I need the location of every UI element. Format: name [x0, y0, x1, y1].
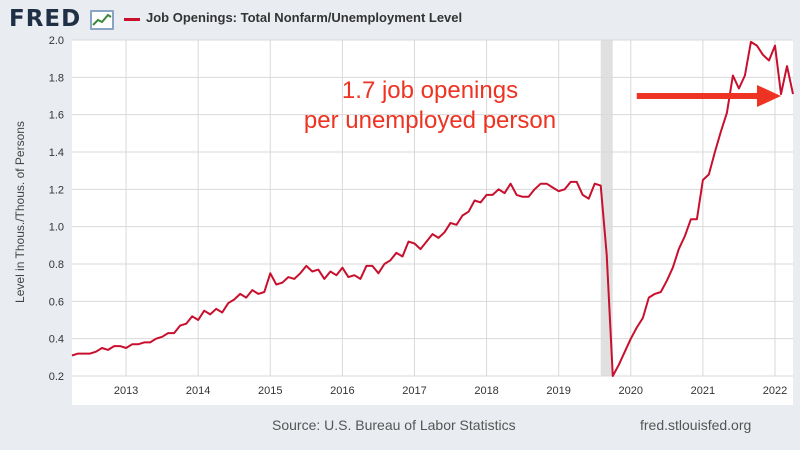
plot-background: [72, 40, 793, 405]
y-tick-label: 1.4: [49, 147, 64, 159]
annotation-arrow-head: [756, 85, 781, 107]
legend-series-title: Job Openings: Total Nonfarm/Unemployment…: [146, 10, 463, 25]
annotation-text: 1.7 job openings: [342, 77, 518, 104]
chart-header: FRED Job Openings: Total Nonfarm/Unemplo…: [0, 0, 800, 40]
y-tick-label: 1.0: [49, 222, 64, 234]
line-graph-icon: [90, 10, 114, 30]
x-tick-label: 2015: [258, 385, 282, 397]
fred-logo[interactable]: FRED: [9, 6, 82, 32]
x-tick-label: 2017: [402, 385, 426, 397]
y-tick-label: 1.2: [49, 184, 64, 196]
footer-url[interactable]: fred.stlouisfed.org: [640, 417, 752, 433]
legend-swatch: [124, 18, 140, 21]
x-tick-label: 2013: [114, 385, 138, 397]
recession-shading: [600, 40, 613, 376]
line-chart: 0.2 0.4 0.6 0.8 1.0 1.2 1.4 1.6 1.8 2.0 2013 2014 20…: [49, 35, 794, 397]
x-tick-label: 2014: [186, 385, 210, 397]
y-tick-label: 0.6: [49, 296, 64, 308]
y-tick-label: 1.6: [49, 110, 64, 122]
footer-source: Source: U.S. Bureau of Labor Statistics: [272, 417, 516, 433]
y-tick-label: 2.0: [49, 35, 64, 47]
y-tick-label: 0.8: [49, 259, 64, 271]
x-tick-label: 2016: [330, 385, 354, 397]
x-tick-label: 2018: [474, 385, 498, 397]
x-tick-label: 2022: [763, 385, 787, 397]
x-tick-label: 2021: [691, 385, 715, 397]
series-line: [71, 40, 794, 377]
annotation-text: per unemployed person: [304, 107, 556, 134]
x-tick-label: 2019: [546, 385, 570, 397]
y-tick-label: 0.2: [49, 371, 64, 383]
y-tick-label: 1.8: [49, 72, 64, 84]
x-tick-label: 2020: [619, 385, 643, 397]
y-tick-label: 0.4: [49, 334, 64, 346]
